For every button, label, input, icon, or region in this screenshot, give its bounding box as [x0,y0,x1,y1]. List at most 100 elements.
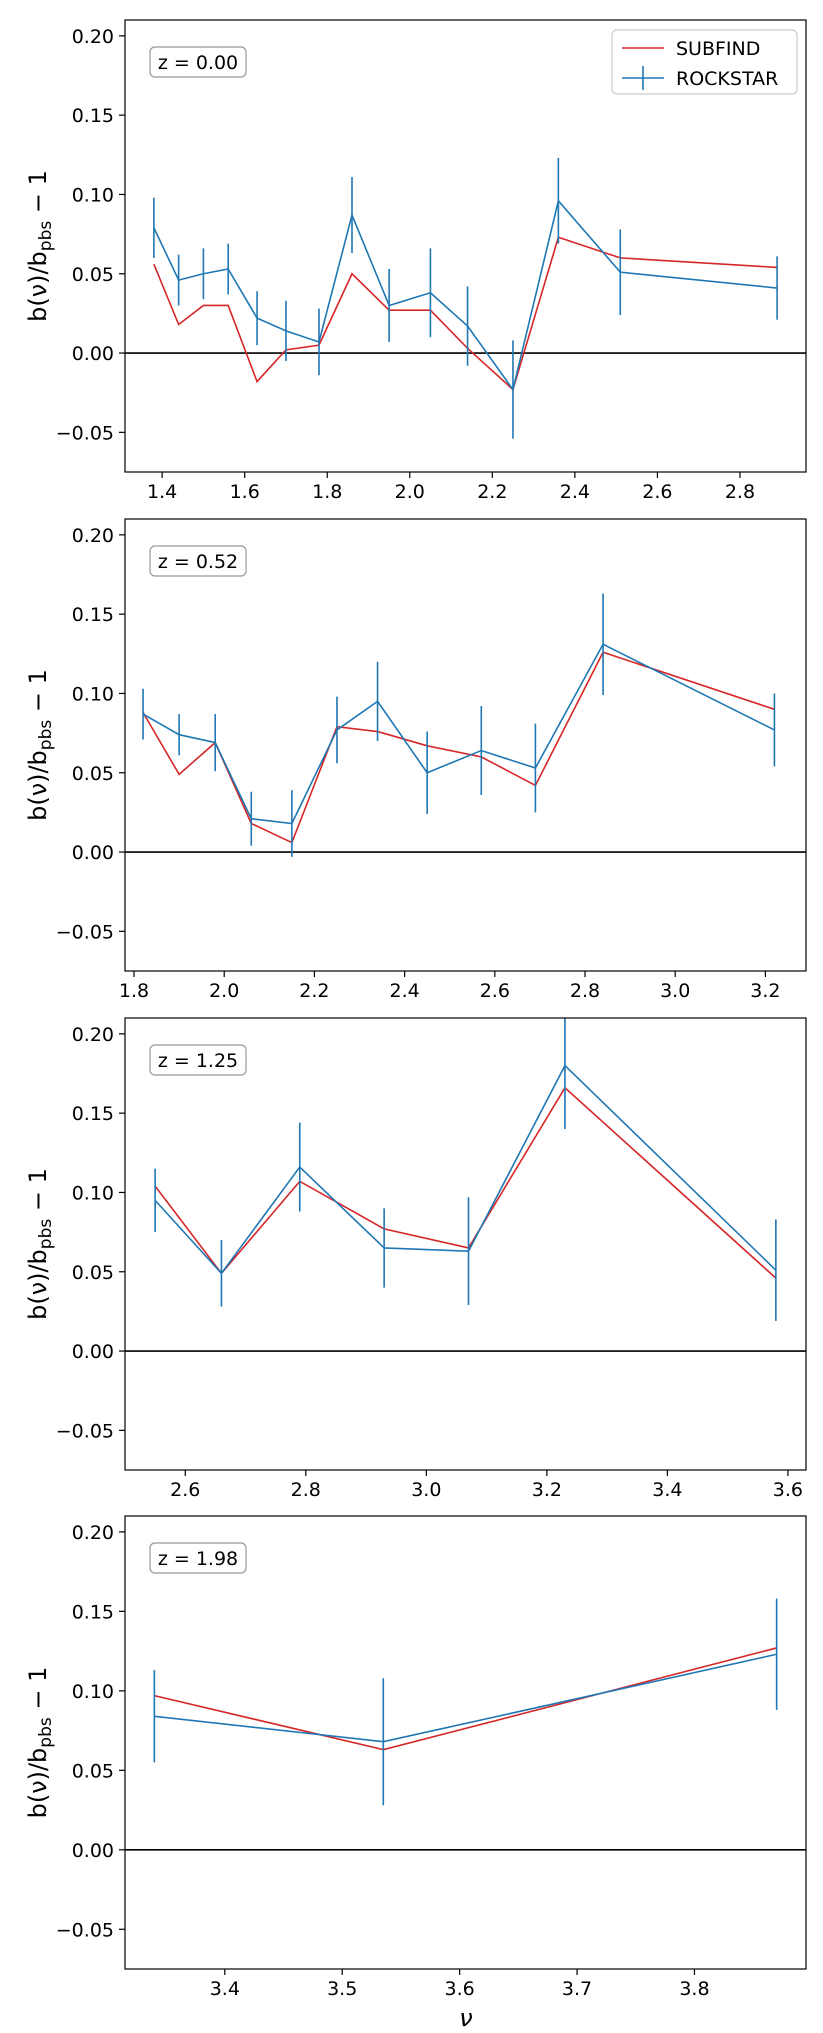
plot-area [154,1018,777,1321]
y-tick-label: −0.05 [56,921,114,943]
y-tick-label: 0.15 [72,105,114,127]
y-tick-label: 0.20 [72,525,114,547]
x-tick-label: 1.4 [147,481,177,503]
series-line-subfind [154,1086,777,1279]
x-tick-label: 2.4 [560,481,590,503]
x-tick-label: 3.5 [327,1978,357,2000]
y-tick-label: 0.05 [72,1262,114,1284]
y-tick-label: 0.05 [72,1760,114,1782]
chart-panel-2: 1.8 2.0 2.2 2.4 2.6 2.8 3.0 3.2 −0.05 0.00 0.05 0.1… [24,518,807,1002]
x-tick-label: 3.6 [773,1479,803,1501]
x-tick-label: 3.2 [750,980,780,1002]
y-axis-label-main: b(ν)/b [24,251,52,322]
axes-frame [124,19,807,473]
redshift-annotation: z = 0.00 [149,46,247,78]
x-tick-label: 1.6 [230,481,260,503]
plot-area [153,1598,778,1806]
annotation-box [149,1044,247,1076]
x-tick-label: 2.6 [170,1479,200,1501]
chart-panel-3: 2.6 2.8 3.0 3.2 3.4 3.6 −0.05 0.00 0.05 0.10 0.15 0… [24,1017,807,1501]
plot-area [142,593,776,857]
y-axis-label-tail: − 1 [24,1168,52,1219]
plot-area [153,157,778,439]
y-tick-label: −0.05 [56,1420,114,1442]
y-axis-label-tail: − 1 [24,1667,52,1718]
y-tick-label: 0.00 [72,343,114,365]
x-tick-label: 3.0 [411,1479,441,1501]
legend-label-subfind: SUBFIND [676,38,760,60]
y-axis-label-subscript: pbs [36,720,56,751]
x-tick-label: 1.8 [312,481,342,503]
x-tick-label: 2.6 [480,980,510,1002]
x-tick-label: 2.0 [395,481,425,503]
series-line-subfind [154,1647,777,1751]
x-tick-label: 3.0 [660,980,690,1002]
legend: SUBFIND ROCKSTAR [611,29,798,95]
x-tick-label: 2.8 [725,481,755,503]
y-tick-label: −0.05 [56,422,114,444]
x-tick-label: 2.2 [477,481,507,503]
x-tick-label: 3.8 [679,1978,709,2000]
y-tick-label: 0.05 [72,264,114,286]
y-tick-label: 0.20 [72,1522,114,1544]
y-tick-label: 0.20 [72,26,114,48]
y-tick-label: 0.10 [72,1182,114,1204]
annotation-box [149,545,247,577]
axes-frame [124,1017,807,1471]
x-tick-label: 3.2 [532,1479,562,1501]
x-tick-label: 2.2 [299,980,329,1002]
series-line-rockstar [154,1653,777,1743]
annotation-text: z = 0.52 [158,551,238,573]
y-tick-label: 0.05 [72,763,114,785]
redshift-annotation: z = 1.98 [149,1542,247,1574]
x-tick-label: 1.8 [119,980,149,1002]
x-tick-label: 3.4 [210,1978,240,2000]
axes-frame [124,518,807,972]
annotation-box [149,1542,247,1574]
chart-panel-4: 3.4 3.5 3.6 3.7 3.8 −0.05 0.00 0.05 0.10 0.15 0.20… [24,1515,807,2000]
annotation-text: z = 1.98 [158,1548,238,1570]
y-axis-label-tail: − 1 [24,170,52,221]
y-axis-label-subscript: pbs [36,221,56,252]
y-axis-label-subscript: pbs [36,1717,56,1748]
annotation-text: z = 0.00 [158,52,238,74]
y-tick-label: 0.10 [72,184,114,206]
legend-label-rockstar: ROCKSTAR [676,68,778,90]
annotation-text: z = 1.25 [158,1050,238,1072]
y-axis-label: b(ν)/bpbs − 1 [24,1168,56,1320]
redshift-annotation: z = 0.52 [149,545,247,577]
series-line-rockstar [154,1064,777,1275]
x-tick-label: 2.4 [390,980,420,1002]
y-tick-label: 0.15 [72,604,114,626]
y-tick-label: 0.15 [72,1103,114,1125]
y-axis-label-main: b(ν)/b [24,1748,52,1819]
y-axis-label: b(ν)/bpbs − 1 [24,1667,56,1819]
series-line-rockstar [153,199,778,392]
y-axis-label-tail: − 1 [24,669,52,720]
x-tick-label: 2.8 [570,980,600,1002]
y-tick-label: 0.00 [72,1341,114,1363]
x-tick-label: 2.8 [291,1479,321,1501]
y-tick-label: 0.20 [72,1024,114,1046]
y-tick-label: 0.00 [72,842,114,864]
axes-frame [124,1515,807,1970]
redshift-annotation: z = 1.25 [149,1044,247,1076]
annotation-box [149,46,247,78]
y-axis-label: b(ν)/bpbs − 1 [24,170,56,322]
y-axis-label-main: b(ν)/b [24,750,52,821]
x-tick-label: 2.0 [209,980,239,1002]
x-tick-label: 3.7 [562,1978,592,2000]
x-tick-label: 3.4 [652,1479,682,1501]
y-tick-label: 0.00 [72,1840,114,1862]
y-axis-label: b(ν)/bpbs − 1 [24,669,56,821]
shared-x-axis-label: ν [459,2004,472,2032]
x-tick-label: 3.6 [445,1978,475,2000]
chart-panel-1: 1.4 1.6 1.8 2.0 2.2 2.4 2.6 2.8 −0.05 0.00 0.05 0.1… [24,19,807,503]
series-line-subfind [142,651,775,844]
y-tick-label: 0.10 [72,1681,114,1703]
series-line-rockstar [142,643,775,825]
y-tick-label: 0.15 [72,1601,114,1623]
y-axis-label-subscript: pbs [36,1219,56,1250]
y-tick-label: 0.10 [72,683,114,705]
